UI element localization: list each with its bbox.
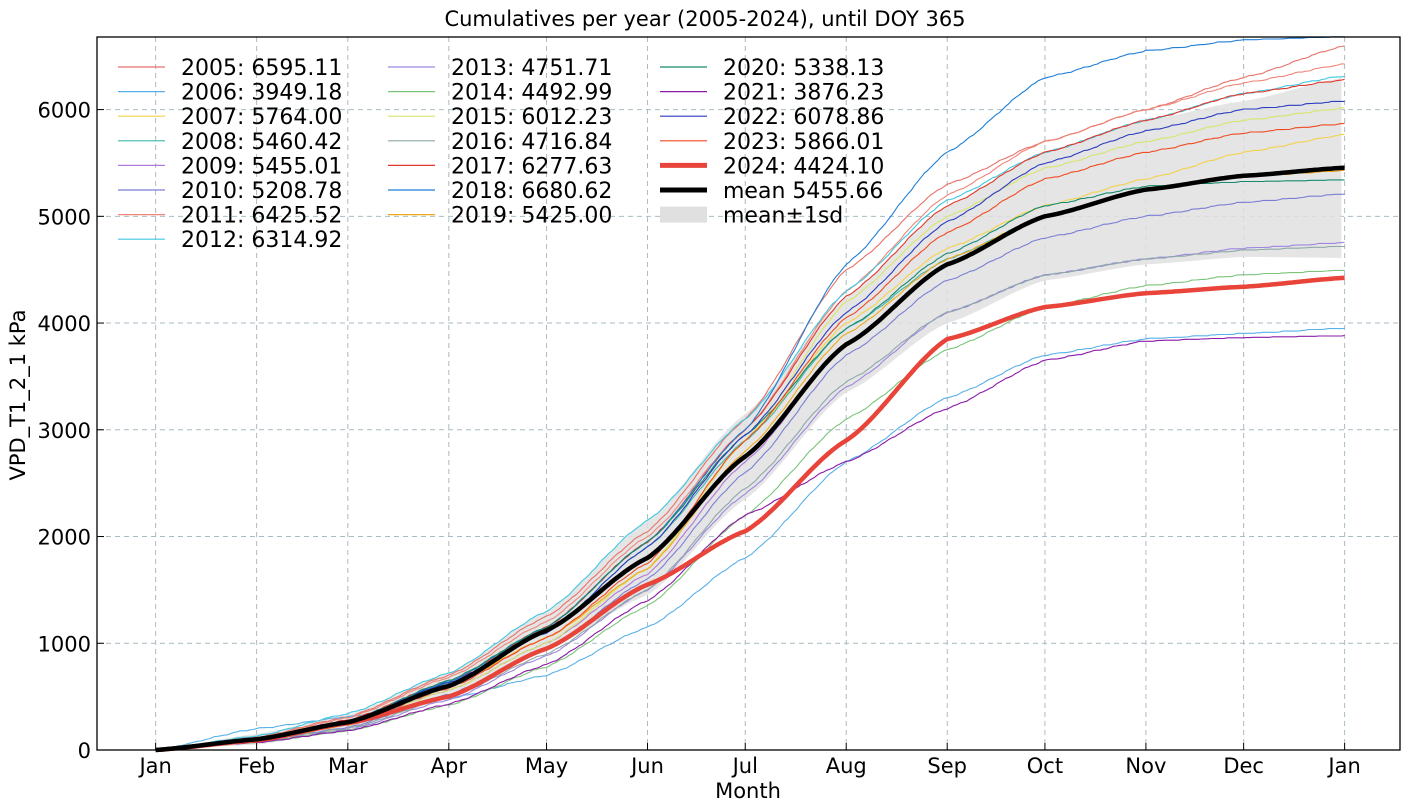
series-line-mean xyxy=(155,165,1345,753)
x-tick-label: Jan xyxy=(1326,754,1360,778)
legend-label-2008: 2008: 5460.42 xyxy=(181,130,342,155)
axis-ticks: Jan Feb Mar Apr May Jun Jul Aug Sep Oct Nov Dec Jan 0… xyxy=(38,99,1361,778)
legend-label-2016: 2016: 4716.84 xyxy=(451,130,612,155)
legend-label-2018: 2018: 6680.62 xyxy=(451,179,612,204)
legend-label-2022: 2022: 6078.86 xyxy=(723,105,884,130)
series-line-2016 xyxy=(155,245,1345,751)
legend-label-2023: 2023: 5866.01 xyxy=(723,130,884,155)
x-tick-label: Mar xyxy=(328,754,368,778)
x-tick-label: Apr xyxy=(431,754,468,778)
legend-label-2017: 2017: 6277.63 xyxy=(451,154,612,179)
series-line-2021 xyxy=(155,335,1345,751)
sd-band xyxy=(155,78,1342,751)
series-line-2010 xyxy=(155,193,1345,751)
plot-frame xyxy=(96,36,1401,751)
legend-label-2007: 2007: 5764.00 xyxy=(181,105,342,130)
legend-label-2020: 2020: 5338.13 xyxy=(723,56,884,81)
legend-label-2009: 2009: 5455.01 xyxy=(181,154,342,179)
legend-label-2019: 2019: 5425.00 xyxy=(451,204,612,229)
legend-label-2015: 2015: 6012.23 xyxy=(451,105,612,130)
x-tick-label: Nov xyxy=(1125,754,1166,778)
x-tick-label: May xyxy=(525,754,568,778)
x-tick-label: Dec xyxy=(1223,754,1264,778)
series-line-2006 xyxy=(155,327,1345,751)
y-tick-label: 4000 xyxy=(38,312,91,336)
x-tick-label: Jun xyxy=(629,754,664,778)
legend-label-2013: 2013: 4751.71 xyxy=(451,56,612,81)
legend-label-2021: 2021: 3876.23 xyxy=(723,81,884,106)
legend-label-2024: 2024: 4424.10 xyxy=(723,154,884,179)
legend-label-mean: mean 5455.66 xyxy=(723,179,883,204)
grid-lines xyxy=(97,37,1400,750)
x-tick-label: Jul xyxy=(731,754,758,778)
legend-label-2005: 2005: 6595.11 xyxy=(181,56,342,81)
series-line-2014 xyxy=(155,269,1345,751)
y-tick-label: 2000 xyxy=(38,526,91,550)
legend-label-2010: 2010: 5208.78 xyxy=(181,179,342,204)
legend-label-2006: 2006: 3949.18 xyxy=(181,81,342,106)
x-tick-label: Aug xyxy=(826,754,867,778)
y-tick-label: 3000 xyxy=(38,419,91,443)
series-layer xyxy=(155,36,1345,753)
chart-title: Cumulatives per year (2005-2024), until … xyxy=(444,7,965,31)
legend-swatch-band xyxy=(660,206,707,223)
legend-label-2014: 2014: 4492.99 xyxy=(451,81,612,106)
series-line-2012 xyxy=(155,76,1345,751)
series-line-2013 xyxy=(155,241,1345,751)
legend-label-2011: 2011: 6425.52 xyxy=(181,204,342,229)
x-tick-label: Feb xyxy=(238,754,275,778)
x-tick-label: Jan xyxy=(137,754,171,778)
x-tick-label: Sep xyxy=(927,754,967,778)
legend-label-2012: 2012: 6314.92 xyxy=(181,228,342,253)
series-line-2024 xyxy=(155,275,1345,753)
x-axis-label: Month xyxy=(715,779,781,803)
y-tick-label: 1000 xyxy=(38,632,91,656)
y-tick-label: 5000 xyxy=(38,205,91,229)
y-axis-label: VPD_T1_2_1 kPa xyxy=(6,309,31,480)
sd-band-layer xyxy=(155,78,1342,751)
y-tick-label: 6000 xyxy=(38,99,91,123)
y-tick-label: 0 xyxy=(78,739,91,763)
x-tick-label: Oct xyxy=(1027,754,1063,778)
legend-label-band: mean±1sd xyxy=(723,204,843,229)
